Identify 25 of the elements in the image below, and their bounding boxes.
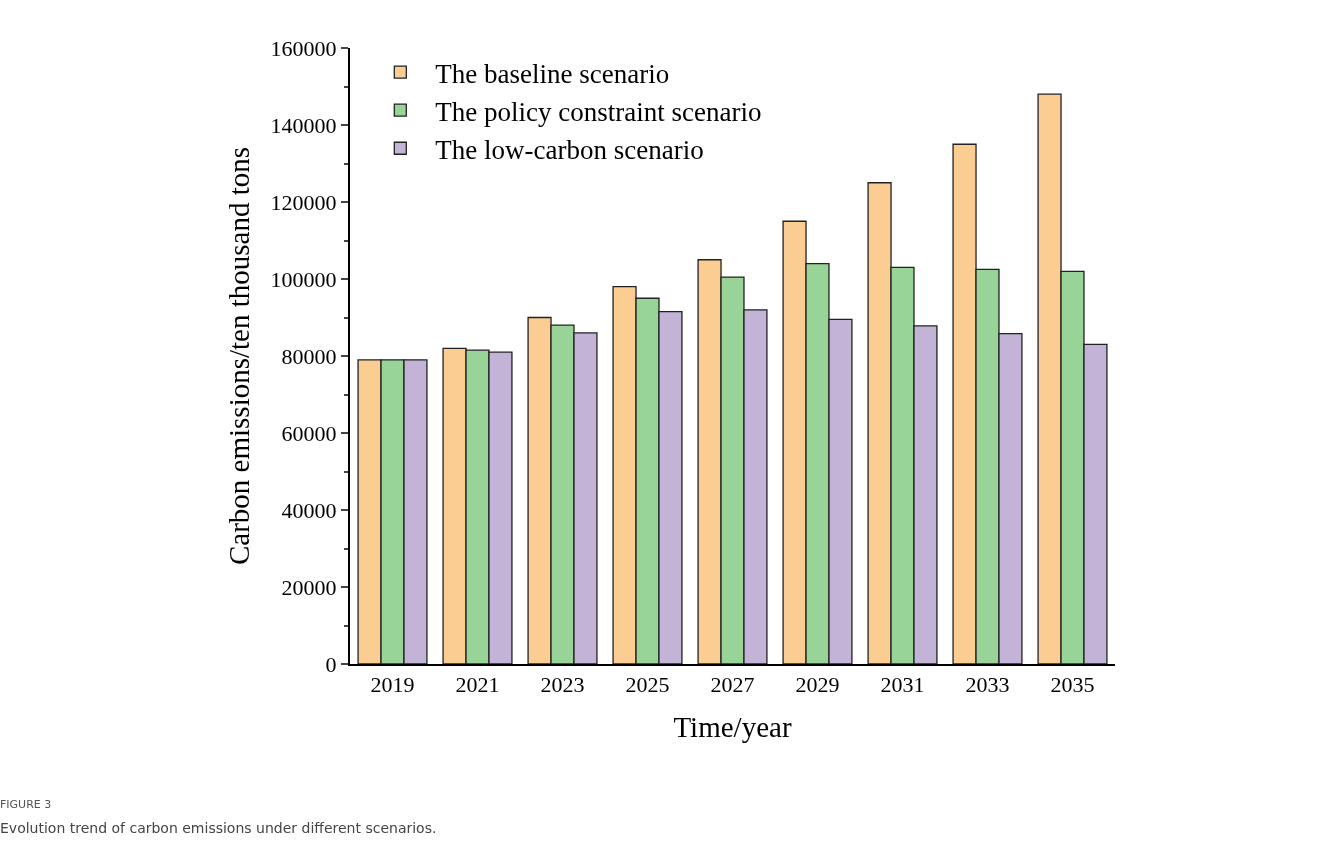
text: Evolution trend of carbon emissions under different scenarios.: [0, 820, 437, 836]
x-tick-label: 2029: [795, 672, 840, 698]
y-tick-label: 120000: [270, 189, 337, 215]
y-tick-label: 20000: [281, 574, 337, 600]
y-axis-title: Carbon emissions/ten thousand tons: [223, 146, 256, 566]
caption: FIGURE 3: [0, 798, 52, 811]
y-tick-label: 160000: [270, 35, 337, 61]
y-tick-label: 80000: [281, 343, 337, 369]
x-tick-label: 2033: [965, 672, 1010, 698]
y-tick-label: 60000: [281, 420, 337, 446]
y-tick-label: 140000: [270, 112, 337, 138]
x-tick-label: 2025: [625, 672, 670, 698]
y-tick-label: 100000: [270, 266, 337, 292]
x-tick-label: 2035: [1050, 672, 1095, 698]
legend-label: The policy constraint scenario: [435, 96, 762, 127]
x-tick-label: 2019: [370, 672, 415, 698]
legend-label: The low-carbon scenario: [435, 134, 704, 165]
y-tick-label: 0: [325, 651, 337, 677]
legend-label: The baseline scenario: [435, 58, 670, 89]
x-tick-label: 2021: [455, 672, 500, 698]
y-tick-label: 40000: [281, 497, 337, 523]
x-tick-label: 2027: [710, 672, 755, 698]
x-tick-label: 2023: [540, 672, 585, 698]
x-axis-title: Time/year: [673, 710, 792, 743]
x-tick-label: 2031: [880, 672, 925, 698]
